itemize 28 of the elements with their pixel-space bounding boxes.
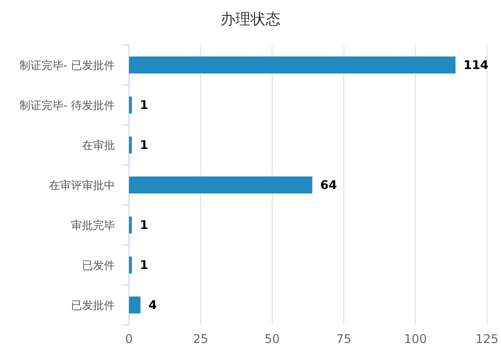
data-label: 1	[140, 218, 148, 232]
x-tick-label: 75	[336, 332, 352, 346]
bar	[129, 96, 132, 114]
y-tick-label: 已发批件	[71, 299, 115, 312]
bar	[129, 56, 456, 74]
chart-title: 办理状态	[220, 10, 280, 28]
data-label: 1	[140, 98, 148, 112]
y-tick-label: 制证完毕- 待发批件	[20, 99, 115, 112]
x-tick-label: 50	[264, 332, 280, 346]
data-label: 114	[463, 58, 489, 72]
data-label: 4	[148, 298, 157, 312]
y-tick-label: 在审评审批中	[49, 179, 115, 192]
y-tick-label: 制证完毕- 已发批件	[20, 59, 115, 72]
bar	[129, 176, 312, 194]
bar	[129, 136, 132, 154]
bar	[129, 216, 132, 234]
data-label: 1	[140, 258, 148, 272]
y-tick-label: 审批完毕	[71, 219, 115, 232]
data-label: 64	[320, 178, 337, 192]
y-tick-label: 在审批	[82, 139, 115, 152]
x-tick-label: 25	[192, 332, 208, 346]
bar	[129, 296, 140, 314]
x-tick-label: 0	[125, 332, 133, 346]
data-label: 1	[140, 138, 148, 152]
y-tick-label: 已发件	[82, 259, 115, 272]
bar	[129, 256, 132, 274]
x-tick-label: 125	[476, 332, 498, 346]
x-tick-label: 100	[404, 332, 427, 346]
